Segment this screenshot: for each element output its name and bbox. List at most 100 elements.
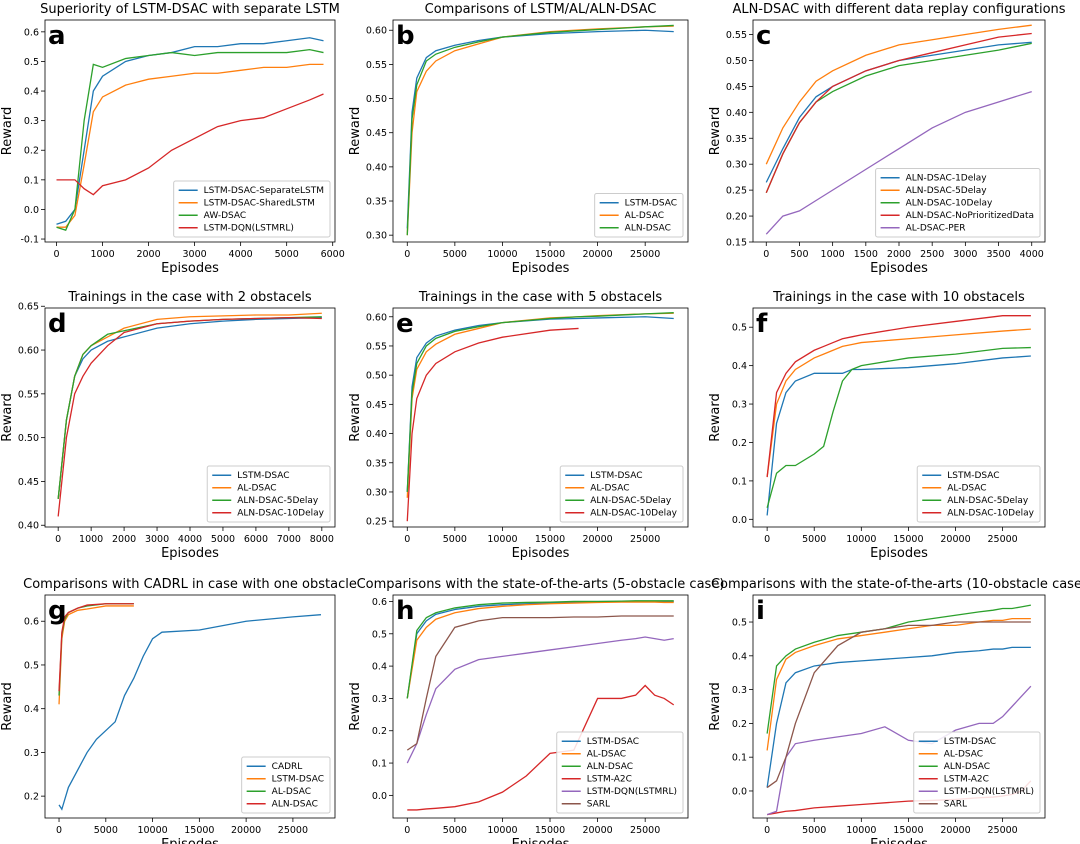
x-tick-label: 10000 (137, 825, 167, 836)
chart-title: Superiority of LSTM-DSAC with separate L… (40, 2, 340, 17)
y-tick-label: 0.60 (366, 312, 387, 323)
series-line (58, 614, 322, 811)
panel-label: a (48, 21, 66, 51)
y-tick-label: 0.6 (24, 27, 39, 38)
legend-label: ALN-DSAC-5Delay (237, 496, 319, 506)
panel: Trainings in the case with 2 obstacels 0 1… (0, 290, 336, 561)
axes-frame (392, 19, 689, 243)
series-line (56, 63, 324, 228)
series-line (58, 605, 134, 705)
legend-label: SARL (944, 799, 967, 809)
panel-label: g (48, 596, 67, 626)
y-tick-label: 0.50 (366, 94, 387, 105)
x-tick-label: 0 (56, 825, 62, 836)
chart-title: Comparisons with the state-of-the-arts (… (711, 577, 1080, 592)
legend-label: AL-DSAC (590, 483, 629, 493)
panel-label: c (756, 21, 771, 51)
x-axis-label: Episodes (161, 261, 219, 276)
x-tick-label: 0 (55, 534, 61, 545)
panel-label: i (756, 596, 765, 626)
legend-label: ALN-DSAC (625, 223, 671, 233)
x-tick-label: 5000 (802, 534, 826, 545)
legend-box (241, 756, 331, 814)
series-line (766, 346, 1031, 508)
x-tick-label: 10000 (487, 825, 517, 836)
y-axis-label: Reward (0, 393, 15, 441)
x-axis-label: Episodes (512, 837, 570, 844)
series-line (766, 328, 1031, 478)
series-line (406, 327, 579, 522)
series-line (766, 685, 1032, 816)
y-tick-label: 0.5 (732, 618, 747, 629)
y-tick-label: 0.40 (18, 521, 39, 532)
panel-label: h (396, 596, 415, 626)
legend-label: AL-DSAC (625, 211, 664, 221)
x-tick-label: 25000 (987, 825, 1017, 836)
legend: LSTM-DSAC AL-DSAC ALN-DSAC (594, 193, 684, 238)
legend-box (206, 465, 331, 523)
legend-label: AW-DSAC (204, 211, 247, 221)
axes-frame (752, 19, 1046, 243)
panel-label: d (48, 309, 67, 339)
y-tick-label: 0.1 (732, 753, 747, 764)
x-tick-label: 4000 (178, 534, 202, 545)
y-tick-label: 0.35 (726, 134, 747, 145)
legend-box (594, 193, 684, 238)
y-tick-label: 0.55 (366, 60, 387, 71)
y-tick-label: 0.45 (18, 477, 39, 488)
x-tick-label: 20000 (582, 534, 612, 545)
x-tick-label: 0 (763, 249, 769, 260)
legend-label: LSTM-DSAC (944, 737, 996, 747)
legend-label: ALN-DSAC-10Delay (947, 508, 1034, 518)
legend-box (173, 180, 331, 238)
series-line (766, 618, 1031, 751)
x-tick-label: 2000 (112, 534, 136, 545)
x-tick-label: 7000 (277, 534, 301, 545)
x-tick-label: 5000 (802, 825, 826, 836)
legend-label: ALN-DSAC-5Delay (590, 496, 672, 506)
legend-label: LSTM-DSAC (272, 774, 324, 784)
series-line (57, 316, 322, 517)
axes-frame (752, 594, 1046, 819)
series-line (406, 601, 674, 699)
legend-label: ALN-DSAC-10Delay (590, 508, 677, 518)
legend-label: LSTM-DSAC (947, 471, 999, 481)
series-line (406, 600, 674, 699)
x-tick-label: 5000 (443, 825, 467, 836)
y-tick-label: 0.5 (24, 660, 39, 671)
y-tick-label: 0.6 (24, 617, 39, 628)
x-tick-label: 15000 (184, 825, 214, 836)
legend-box (875, 168, 1041, 238)
y-tick-label: 0.45 (726, 82, 747, 93)
y-axis-label: Reward (348, 107, 363, 155)
chart-title: Trainings in the case with 2 obstacels (67, 290, 312, 305)
series-line (58, 603, 134, 692)
x-tick-label: 10000 (846, 825, 876, 836)
x-tick-label: 1000 (90, 249, 114, 260)
y-tick-label: 0.15 (726, 238, 747, 249)
legend-label: ALN-DSAC (587, 762, 633, 772)
legend: LSTM-DSAC AL-DSAC ALN-DSAC LSTM-A2C LSTM-DQN… (913, 731, 1041, 814)
legend-label: AL-DSAC (947, 483, 986, 493)
y-tick-label: 0.40 (726, 108, 747, 119)
legend-label: LSTM-A2C (944, 774, 989, 784)
y-tick-label: 0.35 (366, 197, 387, 208)
y-axis-label: Reward (348, 682, 363, 730)
x-tick-label: 25000 (278, 825, 308, 836)
legend: ALN-DSAC-1Delay ALN-DSAC-5Delay ALN-DSAC-1… (875, 168, 1041, 238)
y-tick-label: 0.0 (732, 515, 747, 526)
x-tick-label: 4000 (229, 249, 253, 260)
axes-frame (392, 307, 689, 528)
legend-label: LSTM-DQN(LSTMRL) (587, 787, 677, 797)
y-tick-label: 0.60 (18, 346, 39, 357)
y-tick-label: 0.0 (24, 205, 39, 216)
x-tick-label: 5000 (211, 534, 235, 545)
series-line (765, 32, 1032, 193)
series-line (407, 684, 675, 811)
series-line (765, 90, 1032, 235)
legend: LSTM-DSAC AL-DSAC ALN-DSAC LSTM-A2C LSTM-DQN… (556, 731, 684, 814)
x-tick-label: 25000 (630, 534, 660, 545)
y-tick-label: 0.3 (732, 685, 747, 696)
y-tick-label: 0.3 (732, 400, 747, 411)
chart-title: Trainings in the case with 10 obstacels (772, 290, 1025, 305)
